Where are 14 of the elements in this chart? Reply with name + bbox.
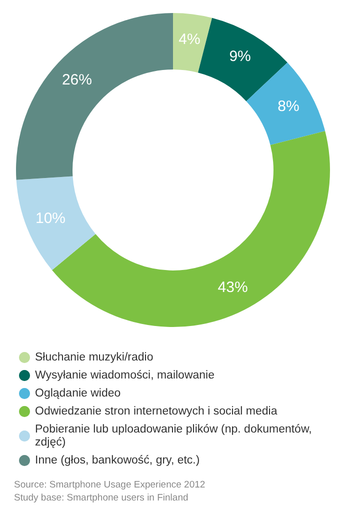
data-label: 10% (35, 210, 66, 227)
data-label: 26% (62, 71, 92, 88)
data-label: 8% (278, 98, 300, 116)
legend-label: Wysyłanie wiadomości, mailowanie (35, 370, 214, 382)
data-label: 9% (229, 48, 251, 66)
legend-label: Inne (głos, bankowość, gry, etc.) (35, 454, 200, 466)
legend-label: Odwiedzanie stron internetowych i social media (35, 406, 278, 418)
data-label: 4% (178, 30, 200, 48)
data-label: 43% (218, 278, 248, 296)
text: Study base: Smartphone users in Finland (14, 492, 188, 504)
legend-label: Pobieranie lub uploadowanie plików (np. dokumentów, zdjęć) (35, 424, 316, 448)
legend-label: Oglądanie wideo (35, 388, 121, 400)
legend-label: Słuchanie muzyki/radio (35, 352, 154, 364)
source-note: Source: Smartphone Usage Experience 2012 (14, 480, 206, 490)
